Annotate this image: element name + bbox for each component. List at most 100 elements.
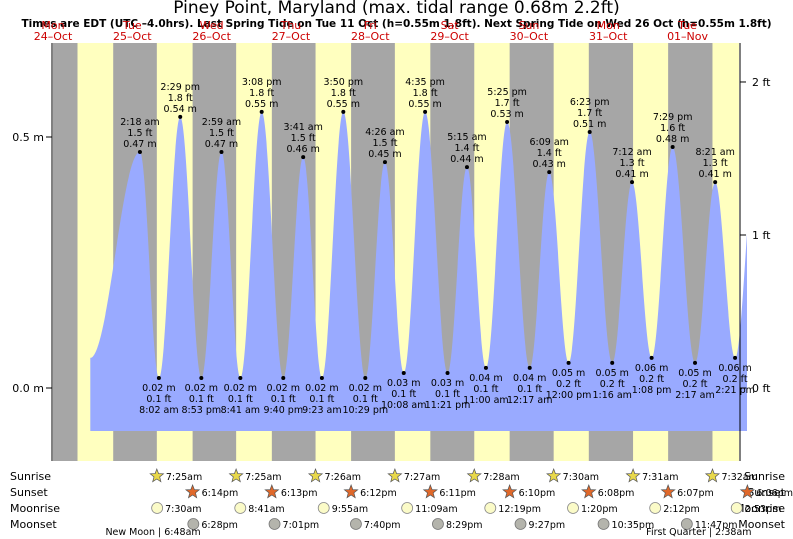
sunset-icon [264,484,280,499]
high-tide-point [341,109,346,114]
sunset-icon [343,484,359,499]
high-tide-metres: 0.54 m [164,104,197,115]
sunrise-time: 7:28am [483,472,519,483]
low-tide-metres: 0.02 m [142,383,175,394]
low-tide-point [733,355,738,360]
high-tide-time: 2:18 am [120,117,159,128]
sunset-time: 6:10pm [519,488,556,499]
sunrise-time: 7:32am [721,472,757,483]
tide-water-area [90,111,748,432]
high-tide-metres: 0.55 m [245,99,278,110]
high-tide-time: 7:29 pm [653,112,693,123]
moonset-icon [350,518,362,530]
high-tide-point [713,180,718,185]
moonrise-time: 12:19pm [498,504,541,515]
high-tide-time: 2:59 am [202,117,241,128]
high-tide-metres: 0.47 m [123,139,156,150]
day-date-label: 25–Oct [113,30,152,43]
day-name-label: Tue [122,19,142,32]
high-tide-point [382,160,387,165]
moonset-time: 9:27pm [529,520,566,531]
high-tide-point [464,165,469,170]
high-tide-metres: 0.44 m [450,154,483,165]
low-tide-time: 10:08 am [381,400,426,411]
low-tide-metres: 0.03 m [431,378,464,389]
high-tide-point [301,155,306,160]
low-tide-time: 11:21 pm [425,400,471,411]
low-tide-point [319,375,324,380]
row-label-left: Moonset [10,518,57,531]
high-tide-feet: 1.4 ft [537,148,562,159]
right-axis-tick-label: 1 ft [752,229,771,242]
row-label-right: Moonset [738,518,785,531]
sunset-icon [502,484,518,499]
low-tide-feet: 0.1 ft [189,394,214,405]
low-tide-point [445,370,450,375]
low-tide-metres: 0.02 m [349,383,382,394]
high-tide-point [670,145,675,150]
sunrise-time: 7:25am [245,472,281,483]
low-tide-metres: 0.02 m [305,383,338,394]
moonset-icon [680,518,693,530]
high-tide-feet: 1.8 ft [413,88,438,99]
low-tide-point [610,360,615,365]
high-tide-point [137,150,142,155]
low-tide-feet: 0.1 ft [435,389,460,400]
low-tide-metres: 0.05 m [552,368,585,379]
moonrise-time: 2:12pm [663,504,700,515]
high-tide-point [630,180,635,185]
day-name-label: Thu [280,19,302,32]
row-label-right: Moonrise [735,502,785,515]
sunset-icon [422,484,438,499]
day-name-label: Sun [518,19,539,32]
high-tide-feet: 1.5 ft [291,133,316,144]
day-date-label: 27–Oct [272,30,311,43]
high-tide-feet: 1.7 ft [495,98,520,109]
high-tide-feet: 1.6 ft [660,123,685,134]
moonrise-icon [234,502,247,514]
day-date-label: 31–Oct [589,30,628,43]
low-tide-time: 2:21 pm [715,385,755,396]
low-tide-point [401,370,406,375]
right-axis-tick-label: 0 ft [752,382,771,395]
sunset-time: 6:08pm [598,488,635,499]
low-tide-feet: 0.1 ft [517,384,542,395]
moonrise-time: 8:41am [248,504,284,515]
high-tide-time: 7:12 am [612,147,651,158]
high-tide-time: 2:29 pm [160,82,200,93]
moonrise-icon [730,502,743,514]
sunrise-icon [387,468,403,483]
high-tide-metres: 0.51 m [573,119,606,130]
moonrise-time: 2:53pm [745,504,782,515]
day-name-label: Tue [677,19,697,32]
high-tide-feet: 1.8 ft [168,93,193,104]
high-tide-time: 3:41 am [283,122,322,133]
high-tide-feet: 1.7 ft [577,108,602,119]
high-tide-metres: 0.43 m [533,159,566,170]
low-tide-point [566,360,571,365]
high-tide-time: 4:26 am [365,127,404,138]
low-tide-time: 12:17 am [507,395,552,406]
sunrise-time: 7:27am [404,472,440,483]
row-label-right: Sunset [747,486,785,499]
day-name-label: Mon [597,19,620,32]
moonrise-time: 7:30am [165,504,201,515]
low-tide-metres: 0.06 m [635,363,668,374]
high-tide-metres: 0.55 m [327,99,360,110]
high-tide-metres: 0.55 m [408,99,441,110]
high-tide-feet: 1.5 ft [127,128,152,139]
sunset-time: 6:06pm [756,488,793,499]
sunrise-time: 7:26am [325,472,361,483]
high-tide-time: 4:35 pm [405,77,445,88]
high-tide-point [178,114,183,119]
high-tide-metres: 0.47 m [205,139,238,150]
high-tide-time: 3:50 pm [323,77,363,88]
moonrise-icon [151,502,164,514]
low-tide-time: 8:02 am [139,405,178,416]
high-tide-time: 5:25 pm [487,87,527,98]
low-tide-feet: 0.1 ft [391,389,416,400]
low-tide-metres: 0.02 m [185,383,218,394]
day-name-label: Sat [441,19,460,32]
